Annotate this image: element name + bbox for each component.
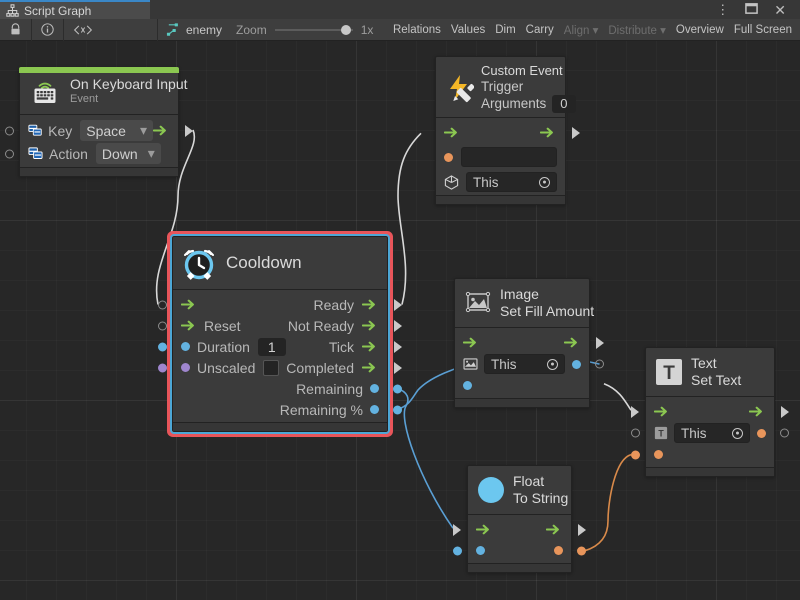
svg-text:T: T	[663, 363, 675, 384]
svg-text:T: T	[658, 429, 664, 439]
